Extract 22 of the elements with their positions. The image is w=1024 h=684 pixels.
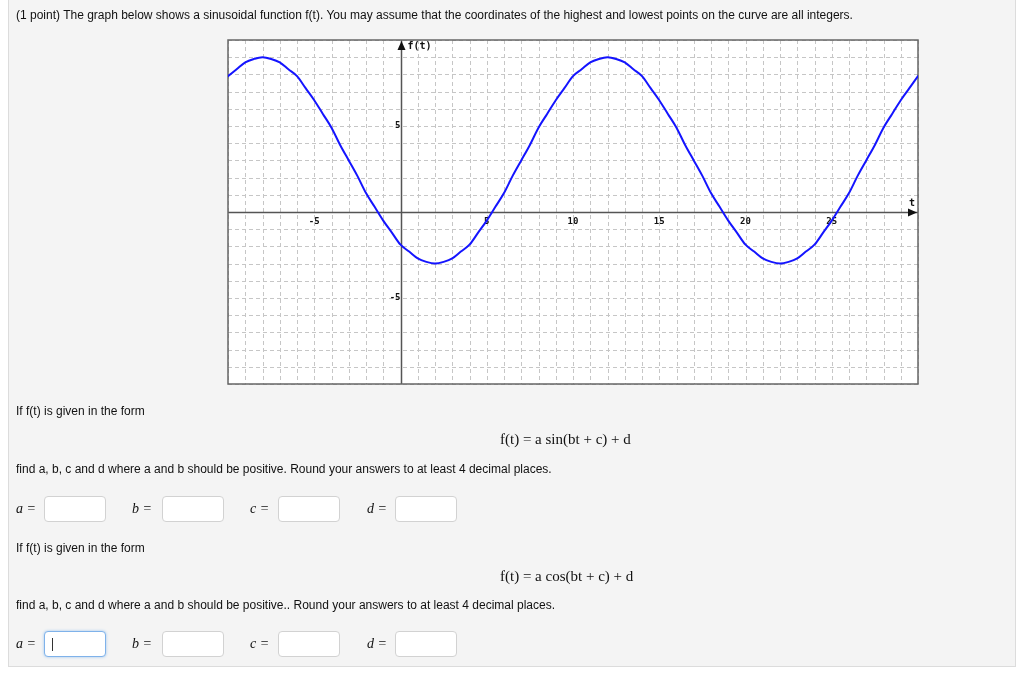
text: c = [250,636,270,652]
text: find a, b, c and d where a and b should be positive.. Round your answers to at least 4 decimal places. [16,598,555,612]
text: a = [16,501,36,517]
text: b = [132,501,152,517]
x-axis-title: t [908,197,916,209]
text: d = [367,501,387,517]
text: If f(t) is given in the form [16,404,145,418]
text: b = [132,636,152,652]
x-tick-label: -5 [308,215,320,226]
text: a = [16,636,36,652]
text: f(t) = a cos(bt + c) + d [500,568,634,585]
text: f(t) = a sin(bt + c) + d [500,431,631,448]
text: If f(t) is given in the form [16,541,145,555]
text: find a, b, c and d where a and b should be positive. Round your answers to at least 4 decimal places. [16,462,552,476]
x-tick-label: 20 [740,215,751,226]
text: d = [367,636,387,652]
y-axis-title: f(t) [407,39,432,51]
x-tick-label: 10 [567,215,579,226]
text: c = [250,501,270,517]
x-tick-label: 15 [653,215,665,226]
line-series [228,56,918,265]
chart-title: (1 point) The graph below shows a sinusoidal function f(t). You may assume that the coordinates of the highest and lowest points on the curve are all integers. [16,8,853,22]
